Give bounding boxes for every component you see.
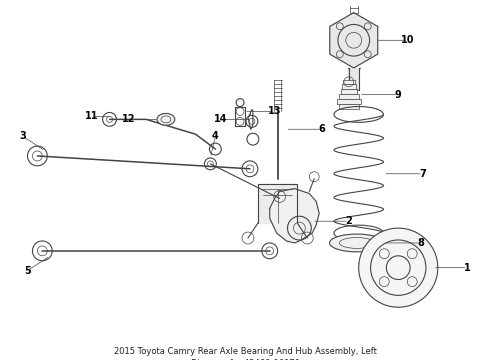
Text: 1: 1	[464, 263, 471, 273]
Text: 3: 3	[19, 131, 26, 141]
Polygon shape	[348, 68, 360, 90]
Text: 9: 9	[395, 90, 402, 100]
Text: 6: 6	[318, 124, 325, 134]
Text: 4: 4	[212, 131, 219, 141]
Bar	[343, 80, 355, 84]
Bar	[341, 89, 357, 94]
Text: 2: 2	[345, 216, 352, 226]
Ellipse shape	[157, 113, 175, 125]
Text: 14: 14	[214, 114, 227, 124]
Circle shape	[359, 228, 438, 307]
Bar	[339, 94, 359, 99]
Bar	[339, 104, 359, 109]
Text: 12: 12	[122, 114, 135, 124]
Ellipse shape	[330, 234, 384, 252]
Polygon shape	[330, 13, 378, 68]
Text: 11: 11	[85, 111, 98, 121]
Text: 7: 7	[419, 169, 426, 179]
Text: 10: 10	[401, 35, 415, 45]
Text: 13: 13	[268, 107, 281, 116]
Bar	[342, 84, 356, 89]
Polygon shape	[258, 184, 297, 223]
Bar	[337, 99, 361, 104]
Text: 8: 8	[417, 238, 424, 248]
Text: 2015 Toyota Camry Rear Axle Bearing And Hub Assembly, Left
Diagram for 42460-060: 2015 Toyota Camry Rear Axle Bearing And …	[114, 347, 376, 360]
Text: 5: 5	[24, 266, 31, 276]
Polygon shape	[270, 189, 319, 243]
